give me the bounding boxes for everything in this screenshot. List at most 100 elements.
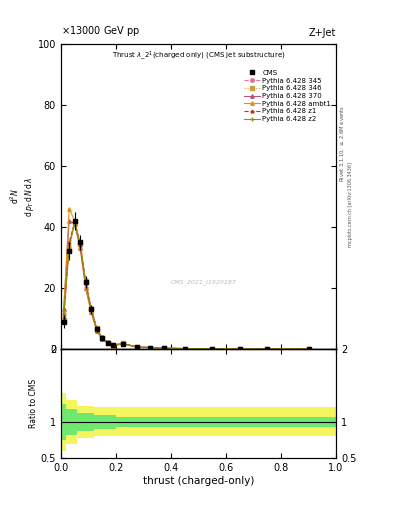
Pythia 6.428 345	[111, 342, 116, 348]
Pythia 6.428 ambt1	[134, 344, 139, 350]
Line: Pythia 6.428 z1: Pythia 6.428 z1	[62, 221, 310, 350]
Pythia 6.428 z2	[148, 345, 152, 351]
Text: mcplots.cern.ch [arXiv:1306.3436]: mcplots.cern.ch [arXiv:1306.3436]	[348, 162, 353, 247]
Pythia 6.428 ambt1	[78, 244, 83, 250]
Text: CMS_2021_I1920187: CMS_2021_I1920187	[171, 279, 237, 285]
Pythia 6.428 345	[134, 344, 139, 350]
Pythia 6.428 370	[94, 328, 99, 334]
Pythia 6.428 ambt1	[237, 346, 242, 352]
Pythia 6.428 370	[148, 345, 152, 351]
Pythia 6.428 ambt1	[83, 283, 88, 289]
Pythia 6.428 z2	[120, 340, 125, 347]
Pythia 6.428 ambt1	[265, 346, 270, 352]
Pythia 6.428 z1	[210, 346, 215, 352]
Pythia 6.428 z2	[105, 339, 110, 346]
Pythia 6.428 370	[134, 344, 139, 350]
Pythia 6.428 370	[265, 346, 270, 352]
Pythia 6.428 370	[89, 309, 94, 315]
Pythia 6.428 ambt1	[120, 340, 125, 347]
Pythia 6.428 346	[182, 346, 187, 352]
Pythia 6.428 370	[306, 346, 311, 352]
Pythia 6.428 z2	[61, 312, 66, 318]
Y-axis label: Ratio to CMS: Ratio to CMS	[29, 379, 38, 428]
Pythia 6.428 370	[162, 345, 167, 351]
Pythia 6.428 ambt1	[94, 327, 99, 333]
Pythia 6.428 z1	[105, 339, 110, 346]
Pythia 6.428 z1	[100, 335, 105, 342]
Pythia 6.428 ambt1	[105, 340, 110, 346]
Pythia 6.428 z1	[89, 306, 94, 312]
Pythia 6.428 ambt1	[61, 309, 66, 315]
Line: Pythia 6.428 370: Pythia 6.428 370	[62, 219, 310, 351]
Pythia 6.428 346	[134, 344, 139, 350]
Pythia 6.428 z1	[72, 219, 77, 225]
Pythia 6.428 ambt1	[182, 346, 187, 352]
Pythia 6.428 z1	[94, 326, 99, 332]
Legend: CMS, Pythia 6.428 345, Pythia 6.428 346, Pythia 6.428 370, Pythia 6.428 ambt1, P: CMS, Pythia 6.428 345, Pythia 6.428 346,…	[243, 69, 332, 123]
Pythia 6.428 346	[94, 325, 99, 331]
Pythia 6.428 345	[94, 325, 99, 331]
Pythia 6.428 345	[265, 346, 270, 352]
Pythia 6.428 345	[100, 334, 105, 340]
Pythia 6.428 z2	[72, 221, 77, 227]
Pythia 6.428 345	[61, 315, 66, 322]
Pythia 6.428 345	[237, 346, 242, 352]
Pythia 6.428 346	[105, 339, 110, 346]
Pythia 6.428 346	[120, 340, 125, 347]
Pythia 6.428 370	[182, 346, 187, 352]
Pythia 6.428 z2	[78, 241, 83, 247]
Line: Pythia 6.428 346: Pythia 6.428 346	[62, 221, 310, 351]
Pythia 6.428 ambt1	[111, 343, 116, 349]
Pythia 6.428 z1	[67, 239, 72, 245]
Pythia 6.428 346	[210, 346, 215, 352]
Pythia 6.428 345	[306, 346, 311, 352]
Pythia 6.428 346	[100, 335, 105, 341]
Pythia 6.428 z1	[237, 346, 242, 352]
Pythia 6.428 345	[210, 346, 215, 352]
Pythia 6.428 346	[237, 346, 242, 352]
Pythia 6.428 z1	[111, 342, 116, 348]
Pythia 6.428 345	[83, 278, 88, 284]
Pythia 6.428 346	[72, 219, 77, 225]
Pythia 6.428 370	[78, 245, 83, 251]
Y-axis label: $\mathrm{d}^2N$
$\mathrm{d}\,p_T\,\mathrm{d}\,N\,\mathrm{d}\,\lambda$: $\mathrm{d}^2N$ $\mathrm{d}\,p_T\,\mathr…	[9, 176, 36, 217]
Pythia 6.428 z1	[134, 344, 139, 350]
Pythia 6.428 z2	[182, 346, 187, 352]
Pythia 6.428 345	[72, 218, 77, 224]
Pythia 6.428 370	[61, 306, 66, 312]
Pythia 6.428 370	[120, 341, 125, 347]
Pythia 6.428 z2	[306, 346, 311, 352]
Pythia 6.428 346	[83, 279, 88, 285]
Pythia 6.428 345	[89, 305, 94, 311]
Pythia 6.428 z2	[94, 326, 99, 332]
Pythia 6.428 z2	[162, 345, 167, 351]
Pythia 6.428 z2	[83, 280, 88, 286]
Pythia 6.428 345	[120, 340, 125, 347]
Pythia 6.428 345	[105, 339, 110, 346]
Pythia 6.428 370	[210, 346, 215, 352]
Pythia 6.428 ambt1	[89, 308, 94, 314]
Pythia 6.428 z2	[89, 306, 94, 312]
Pythia 6.428 370	[100, 336, 105, 343]
Pythia 6.428 346	[67, 247, 72, 253]
Pythia 6.428 345	[78, 239, 83, 245]
Pythia 6.428 z1	[162, 345, 167, 351]
Pythia 6.428 z2	[100, 335, 105, 341]
Pythia 6.428 z2	[210, 346, 215, 352]
Pythia 6.428 346	[148, 345, 152, 351]
Pythia 6.428 z1	[306, 346, 311, 352]
Pythia 6.428 z1	[182, 346, 187, 352]
Pythia 6.428 z1	[61, 314, 66, 320]
Pythia 6.428 z1	[265, 346, 270, 352]
Pythia 6.428 ambt1	[162, 345, 167, 351]
Pythia 6.428 345	[67, 245, 72, 251]
Text: Thrust $\lambda\_2^1$(charged only) (CMS jet substructure): Thrust $\lambda\_2^1$(charged only) (CMS…	[112, 50, 285, 62]
Pythia 6.428 z2	[67, 242, 72, 248]
Pythia 6.428 z2	[134, 344, 139, 350]
Pythia 6.428 z2	[265, 346, 270, 352]
Pythia 6.428 ambt1	[67, 205, 72, 211]
Pythia 6.428 370	[105, 340, 110, 347]
Pythia 6.428 z1	[78, 242, 83, 248]
Pythia 6.428 346	[111, 342, 116, 348]
Pythia 6.428 ambt1	[306, 346, 311, 352]
